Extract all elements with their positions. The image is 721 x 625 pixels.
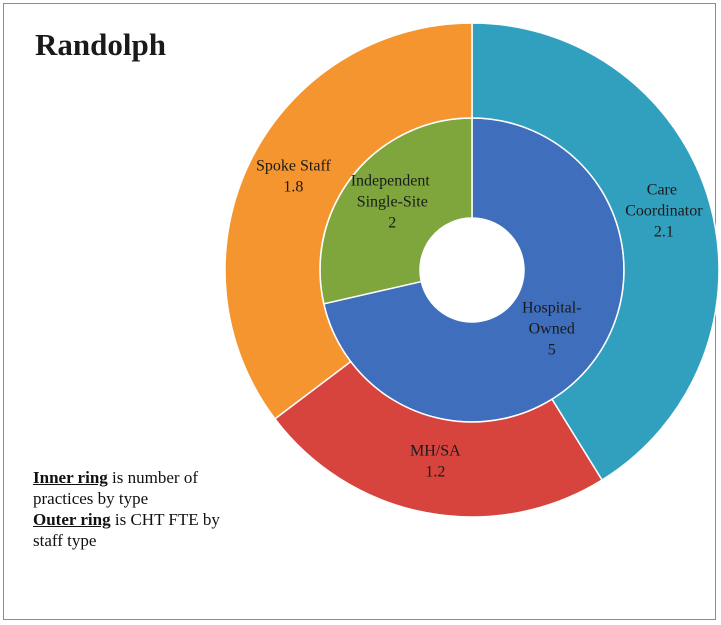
value-label: 2 [388,214,396,231]
label-line: Care [647,181,681,198]
segment-label: Spoke Staff [256,158,331,175]
label-line: Hospital- [522,300,582,317]
label-line: Single-Site [357,193,428,210]
value-label: 1.8 [283,179,303,196]
value-label: 2.1 [654,223,674,240]
donut-segment [224,22,473,420]
note-bold: Inner ring [33,468,108,487]
label-line: Independent [351,172,434,189]
value-label: 1.2 [425,464,445,481]
donut-segment [273,360,604,518]
value-label: 5 [548,342,556,359]
note: Inner ring is number of practices by typ… [33,467,223,509]
note: Outer ring is CHT FTE by staff type [33,509,223,551]
label-line: MH/SA [410,443,461,460]
note-text: is CHT FTE by staff type [33,510,220,550]
donut-segment [471,22,720,482]
label-line: Owned [529,321,575,338]
chart-title: Randolph [35,27,166,62]
note-text: is number of practices by type [33,468,198,508]
segment-label: Care Coordinator [625,181,703,219]
label-line: Coordinator [625,202,703,219]
notes: Inner ring is number of practices by typ… [33,467,223,551]
label-line: Spoke Staff [256,158,331,175]
segment-label: MH/SA [410,443,461,460]
segment-label: Independent Single-Site [351,172,434,210]
segment-label: Hospital- Owned [522,300,582,338]
note-bold: Outer ring [33,510,111,529]
